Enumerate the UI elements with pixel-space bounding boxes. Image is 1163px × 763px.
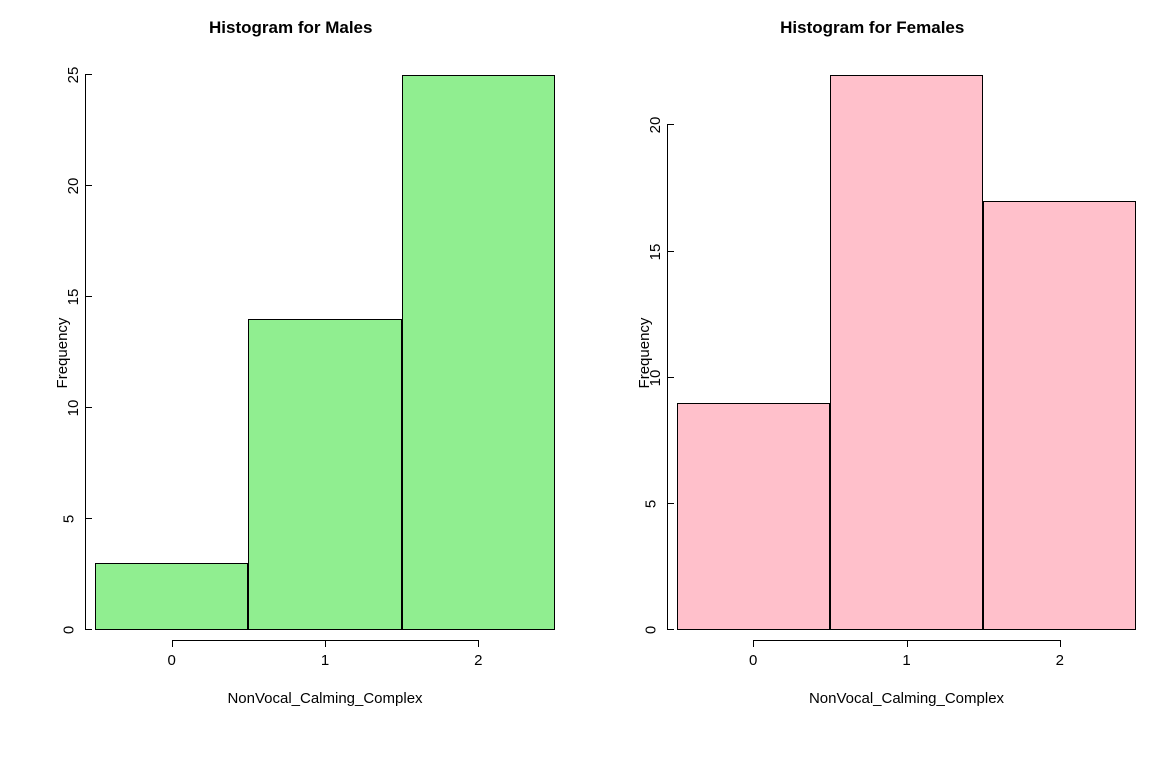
y-tick	[667, 251, 674, 252]
histogram-bar	[95, 563, 248, 630]
y-tick	[85, 407, 92, 408]
y-tick	[667, 503, 674, 504]
y-tick-label: 15	[65, 289, 82, 306]
y-tick-label: 0	[642, 626, 659, 634]
x-tick-label: 1	[902, 652, 910, 669]
x-tick-label: 2	[1056, 652, 1064, 669]
y-tick-label: 20	[646, 117, 663, 134]
x-tick-label: 1	[321, 652, 329, 669]
y-axis-line	[667, 125, 668, 630]
y-axis-label: Frequency	[54, 317, 71, 388]
panel-males: Histogram for Males 0510152025 NonVocal_…	[0, 0, 582, 763]
x-tick	[172, 640, 173, 647]
x-axis-label: NonVocal_Calming_Complex	[95, 690, 555, 707]
x-tick-label: 0	[167, 652, 175, 669]
x-tick	[325, 640, 326, 647]
x-tick-label: 0	[749, 652, 757, 669]
histogram-bar	[248, 319, 401, 630]
plot-area-males: 0510152025 NonVocal_Calming_Complex 012 …	[95, 75, 555, 630]
bars-males	[95, 75, 555, 630]
y-tick-label: 5	[61, 515, 78, 523]
bars-females	[677, 75, 1137, 630]
chart-title: Histogram for Males	[0, 18, 582, 38]
y-tick-label: 25	[65, 67, 82, 84]
y-tick-label: 15	[646, 243, 663, 260]
x-tick	[478, 640, 479, 647]
y-tick	[85, 296, 92, 297]
y-tick	[667, 629, 674, 630]
panel-females: Histogram for Females 05101520 NonVocal_…	[582, 0, 1163, 763]
y-tick	[85, 74, 92, 75]
y-tick	[85, 185, 92, 186]
y-tick-label: 20	[65, 178, 82, 195]
y-tick	[85, 518, 92, 519]
x-axis-label: NonVocal_Calming_Complex	[677, 690, 1137, 707]
chart-title: Histogram for Females	[582, 18, 1163, 38]
histogram-bar	[983, 201, 1136, 630]
histogram-bar	[677, 403, 830, 630]
y-tick	[667, 124, 674, 125]
y-tick	[667, 377, 674, 378]
panels-container: Histogram for Males 0510152025 NonVocal_…	[0, 0, 1163, 763]
y-tick	[85, 629, 92, 630]
x-tick	[753, 640, 754, 647]
histogram-bar	[830, 75, 983, 630]
y-axis-line	[85, 75, 86, 630]
x-tick	[907, 640, 908, 647]
x-tick	[1060, 640, 1061, 647]
y-tick-label: 10	[65, 400, 82, 417]
plot-area-females: 05101520 NonVocal_Calming_Complex 012 Fr…	[677, 75, 1137, 630]
y-tick-label: 5	[642, 500, 659, 508]
y-tick-label: 0	[61, 626, 78, 634]
x-tick-label: 2	[474, 652, 482, 669]
y-axis-label: Frequency	[635, 317, 652, 388]
histogram-bar	[402, 75, 555, 630]
